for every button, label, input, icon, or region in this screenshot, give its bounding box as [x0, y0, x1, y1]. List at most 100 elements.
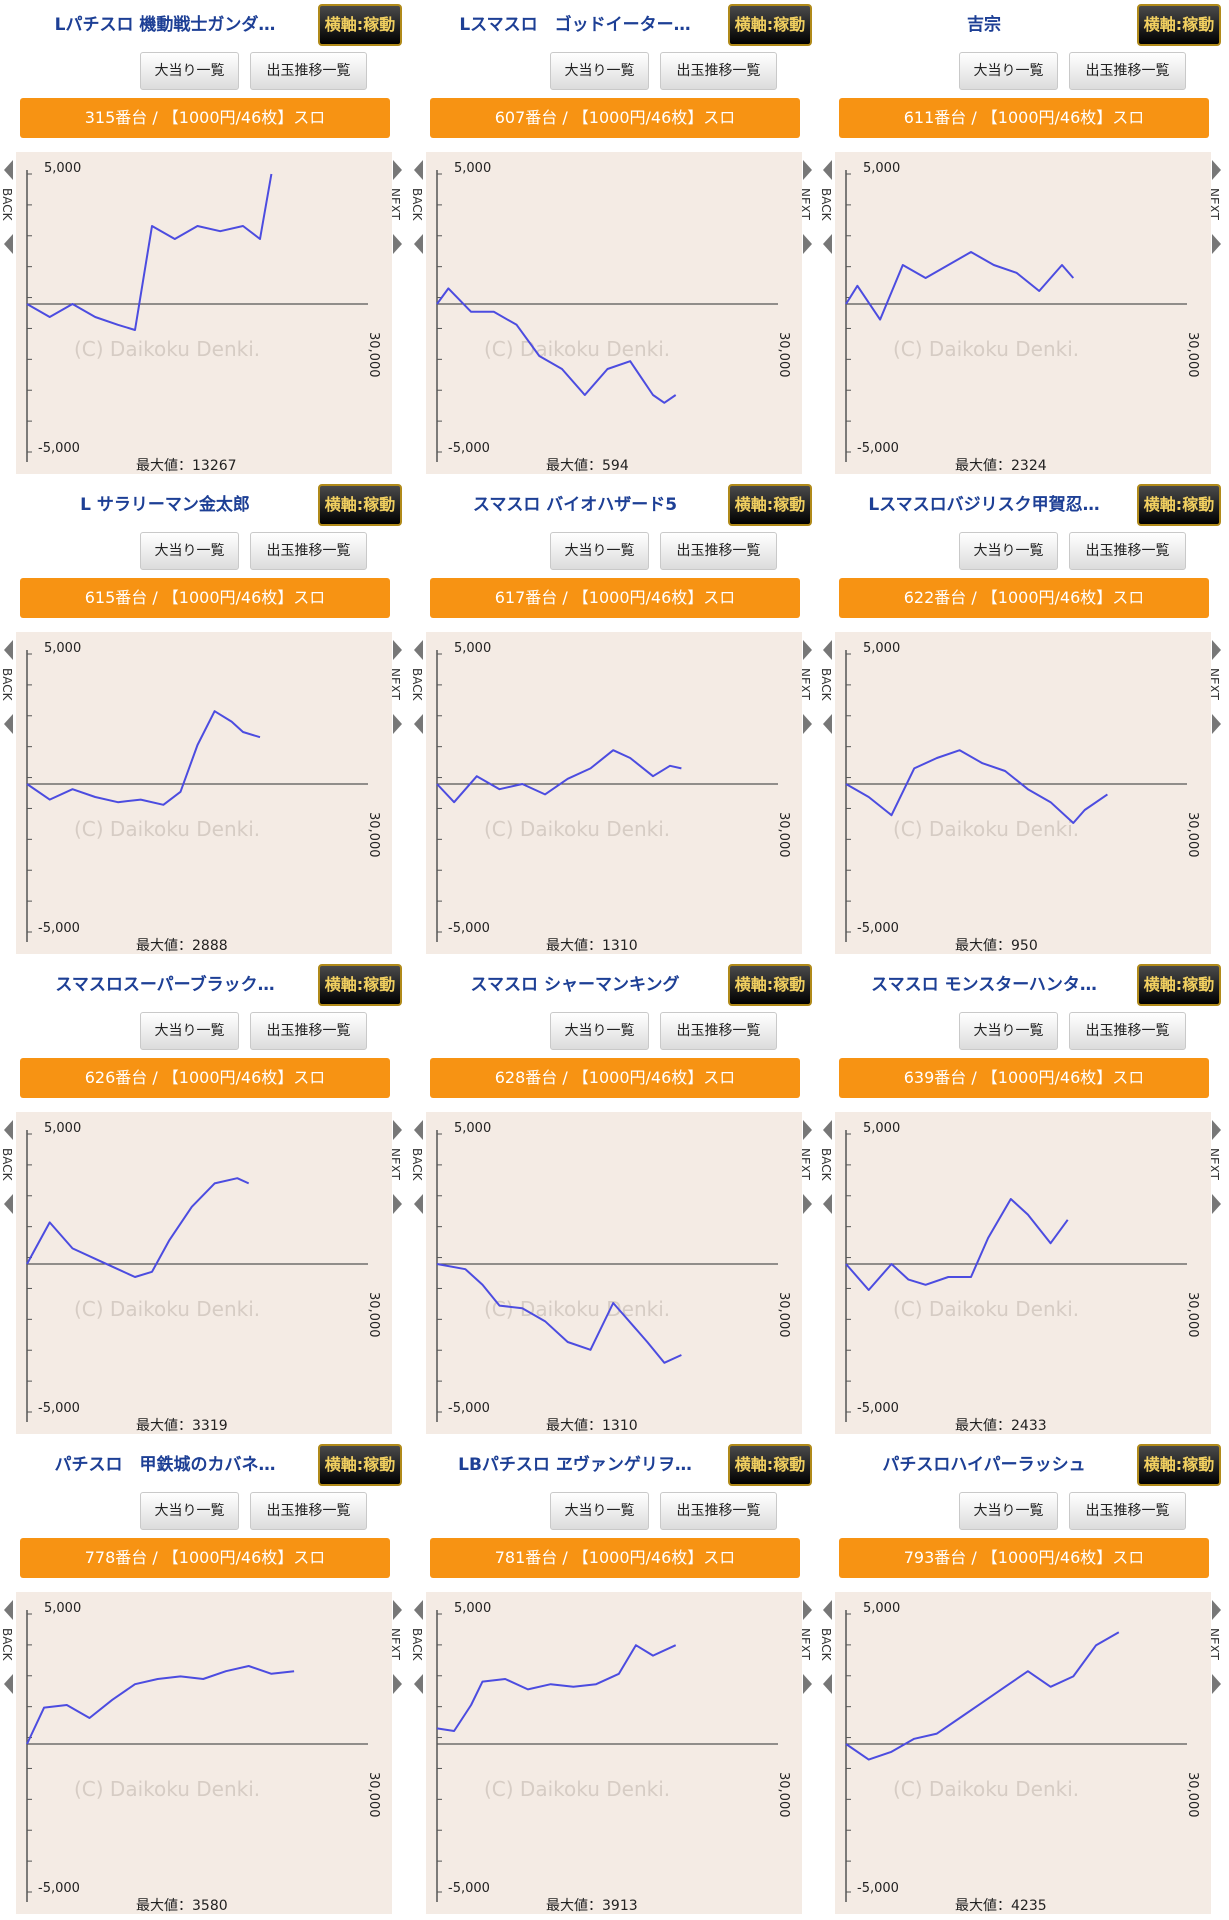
machine-info-bar[interactable]: 615番台 / 【1000円/46枚】スロ — [20, 578, 390, 618]
y-min-label: -5,000 — [857, 1401, 899, 1416]
machine-name[interactable]: 吉宗 — [967, 15, 1001, 35]
machine-name[interactable]: LBパチスロ ヱヴァンゲリヲ… — [458, 1455, 692, 1475]
max-value: 2433 — [1011, 1418, 1047, 1434]
payout-trend-button[interactable]: 出玉推移一覧 — [250, 1492, 367, 1530]
machine-name[interactable]: L サラリーマン金太郎 — [80, 495, 250, 515]
payout-trend-button[interactable]: 出玉推移一覧 — [250, 1012, 367, 1050]
next-arrow-icon — [393, 1674, 402, 1694]
machine-name[interactable]: スマスロ バイオハザード5 — [472, 495, 678, 515]
hit-list-button[interactable]: 大当り一覧 — [959, 1492, 1058, 1530]
payout-trend-button[interactable]: 出玉推移一覧 — [250, 52, 367, 90]
payout-line — [26, 710, 261, 806]
axis-toggle-button[interactable]: 横軸:稼動 — [318, 964, 402, 1006]
next-button[interactable]: NEXT — [798, 1600, 813, 1710]
machine-info-bar[interactable]: 617番台 / 【1000円/46枚】スロ — [430, 578, 800, 618]
back-button[interactable]: BACK — [410, 160, 425, 270]
machine-name[interactable]: パチスロ 甲鉄城のカバネ… — [54, 1455, 276, 1475]
hit-list-button[interactable]: 大当り一覧 — [550, 52, 649, 90]
machine-info-bar[interactable]: 315番台 / 【1000円/46枚】スロ — [20, 98, 390, 138]
axis-toggle-button[interactable]: 横軸:稼動 — [1137, 1444, 1221, 1486]
machine-info-bar[interactable]: 607番台 / 【1000円/46枚】スロ — [430, 98, 800, 138]
hit-list-button[interactable]: 大当り一覧 — [550, 1012, 649, 1050]
machine-name[interactable]: スマスロ シャーマンキング — [470, 975, 680, 995]
back-button[interactable]: BACK — [410, 1120, 425, 1230]
payout-chart: 5,000 -5,000 30,000 (C) Daikoku Denki. 最大値：3… — [16, 1592, 392, 1914]
machine-info-bar[interactable]: 778番台 / 【1000円/46枚】スロ — [20, 1538, 390, 1578]
back-button[interactable]: BACK — [819, 640, 834, 750]
axis-toggle-button[interactable]: 横軸:稼動 — [1137, 4, 1221, 46]
next-button[interactable]: NEXT — [798, 1120, 813, 1230]
next-button[interactable]: NEXT — [1207, 640, 1222, 750]
back-button[interactable]: BACK — [819, 1600, 834, 1710]
payout-trend-button[interactable]: 出玉推移一覧 — [1069, 1492, 1186, 1530]
machine-info-bar[interactable]: 639番台 / 【1000円/46枚】スロ — [839, 1058, 1209, 1098]
hit-list-button[interactable]: 大当り一覧 — [959, 1012, 1058, 1050]
next-button[interactable]: NEXT — [798, 640, 813, 750]
machine-name[interactable]: スマスロ モンスターハンタ… — [871, 975, 1097, 995]
axis-toggle-button[interactable]: 横軸:稼動 — [318, 4, 402, 46]
back-button[interactable]: BACK — [819, 1120, 834, 1230]
next-button[interactable]: NEXT — [388, 640, 403, 750]
next-button[interactable]: NEXT — [1207, 160, 1222, 270]
next-button[interactable]: NEXT — [1207, 1600, 1222, 1710]
axis-toggle-button[interactable]: 横軸:稼動 — [728, 1444, 812, 1486]
back-button[interactable]: BACK — [0, 640, 15, 750]
back-button[interactable]: BACK — [819, 160, 834, 270]
hit-list-button[interactable]: 大当り一覧 — [140, 1492, 239, 1530]
payout-trend-button[interactable]: 出玉推移一覧 — [1069, 52, 1186, 90]
back-arrow-icon — [414, 160, 423, 180]
machine-info-bar[interactable]: 781番台 / 【1000円/46枚】スロ — [430, 1538, 800, 1578]
payout-trend-button[interactable]: 出玉推移一覧 — [660, 1492, 777, 1530]
payout-trend-button[interactable]: 出玉推移一覧 — [1069, 1012, 1186, 1050]
machine-name[interactable]: Lスマスロ ゴッドイーター… — [459, 15, 691, 35]
machine-info-bar[interactable]: 793番台 / 【1000円/46枚】スロ — [839, 1538, 1209, 1578]
hit-list-button[interactable]: 大当り一覧 — [140, 532, 239, 570]
machine-name[interactable]: スマスロスーパーブラック… — [55, 975, 275, 995]
axis-toggle-button[interactable]: 横軸:稼動 — [728, 484, 812, 526]
back-button[interactable]: BACK — [0, 1600, 15, 1710]
machine-name[interactable]: Lパチスロ 機動戦士ガンダ… — [54, 15, 276, 35]
back-label: BACK — [819, 188, 833, 221]
machine-info-bar[interactable]: 626番台 / 【1000円/46枚】スロ — [20, 1058, 390, 1098]
next-button[interactable]: NEXT — [388, 1120, 403, 1230]
axis-toggle-button[interactable]: 横軸:稼動 — [728, 964, 812, 1006]
hit-list-button[interactable]: 大当り一覧 — [550, 532, 649, 570]
axis-toggle-button[interactable]: 横軸:稼動 — [1137, 484, 1221, 526]
payout-trend-button[interactable]: 出玉推移一覧 — [660, 52, 777, 90]
hit-list-button[interactable]: 大当り一覧 — [550, 1492, 649, 1530]
back-button[interactable]: BACK — [0, 1120, 15, 1230]
axis-toggle-button[interactable]: 横軸:稼動 — [1137, 964, 1221, 1006]
max-prefix: 最大値： — [136, 458, 192, 474]
back-label: BACK — [410, 668, 424, 701]
hit-list-button[interactable]: 大当り一覧 — [140, 1012, 239, 1050]
hit-list-button[interactable]: 大当り一覧 — [959, 532, 1058, 570]
next-button[interactable]: NEXT — [388, 160, 403, 270]
back-button[interactable]: BACK — [410, 1600, 425, 1710]
next-button[interactable]: NEXT — [798, 160, 813, 270]
machine-info-bar[interactable]: 628番台 / 【1000円/46枚】スロ — [430, 1058, 800, 1098]
machine-name[interactable]: Lスマスロバジリスク甲賀忍… — [868, 495, 1100, 515]
hit-list-button[interactable]: 大当り一覧 — [140, 52, 239, 90]
axis-toggle-button[interactable]: 横軸:稼動 — [318, 484, 402, 526]
next-button[interactable]: NEXT — [1207, 1120, 1222, 1230]
payout-trend-button[interactable]: 出玉推移一覧 — [250, 532, 367, 570]
payout-trend-button[interactable]: 出玉推移一覧 — [1069, 532, 1186, 570]
axis-toggle-button[interactable]: 横軸:稼動 — [318, 1444, 402, 1486]
y-max-label: 5,000 — [863, 1121, 900, 1136]
y-min-label: -5,000 — [448, 1881, 490, 1896]
back-button[interactable]: BACK — [410, 640, 425, 750]
next-button[interactable]: NEXT — [388, 1600, 403, 1710]
machine-info-bar[interactable]: 611番台 / 【1000円/46枚】スロ — [839, 98, 1209, 138]
hit-list-button[interactable]: 大当り一覧 — [959, 52, 1058, 90]
machine-name[interactable]: パチスロハイパーラッシュ — [882, 1455, 1086, 1475]
machine-info-bar[interactable]: 622番台 / 【1000円/46枚】スロ — [839, 578, 1209, 618]
watermark: (C) Daikoku Denki. — [484, 1297, 670, 1321]
axis-toggle-button[interactable]: 横軸:稼動 — [728, 4, 812, 46]
payout-trend-button[interactable]: 出玉推移一覧 — [660, 532, 777, 570]
back-button[interactable]: BACK — [0, 160, 15, 270]
y-max-label: 5,000 — [454, 641, 491, 656]
payout-trend-button[interactable]: 出玉推移一覧 — [660, 1012, 777, 1050]
next-arrow-icon — [803, 1600, 812, 1620]
back-arrow-icon — [4, 160, 13, 180]
next-arrow-icon — [393, 1194, 402, 1214]
